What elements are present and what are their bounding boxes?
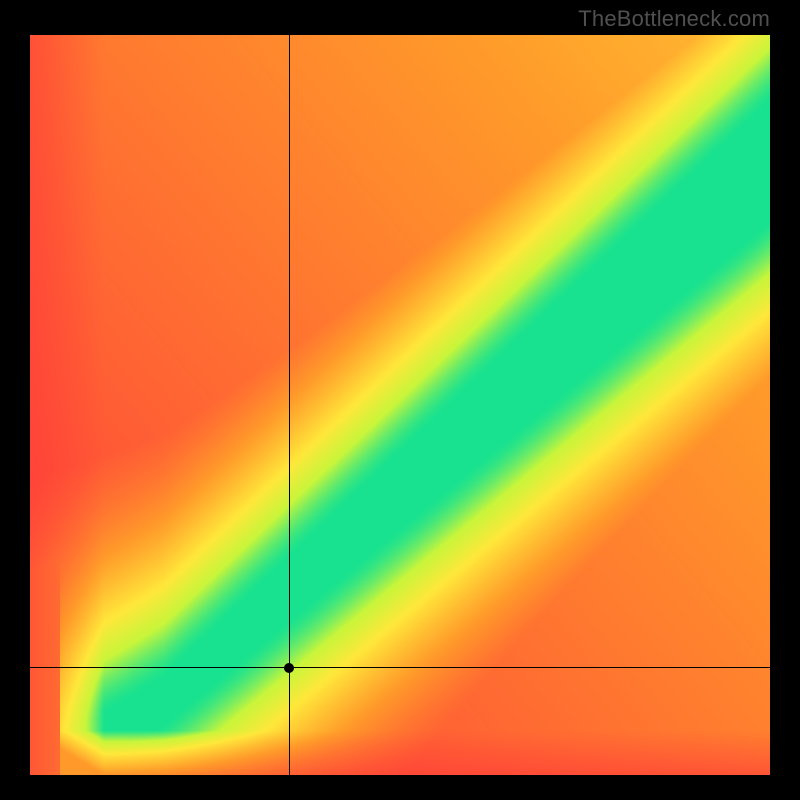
crosshair-marker (284, 663, 294, 673)
bottleneck-heatmap-frame (30, 35, 770, 775)
watermark-text: TheBottleneck.com (578, 6, 770, 32)
bottleneck-heatmap (30, 35, 770, 775)
crosshair-horizontal (30, 667, 770, 668)
